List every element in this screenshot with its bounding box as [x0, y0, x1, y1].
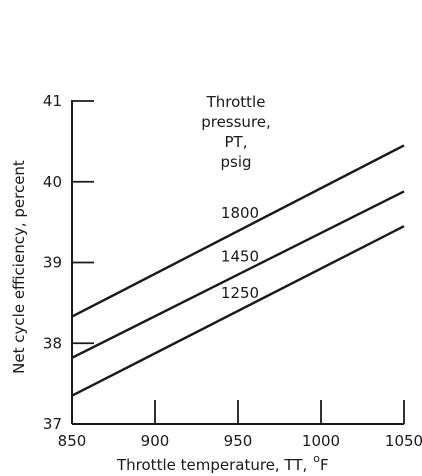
x-tick-label-1000: 1000	[302, 432, 340, 450]
y-tick-label-41: 41	[43, 92, 62, 110]
series-line-1800	[71, 144, 405, 318]
x-tick-label-850: 850	[58, 432, 87, 450]
series-layer	[71, 144, 405, 397]
legend-title-line-3: PT,	[225, 133, 248, 151]
x-axis-title-unit: F	[320, 456, 329, 474]
x-axis-title: Throttle temperature, TT, oF	[116, 452, 329, 474]
x-tick-label-900: 900	[141, 432, 170, 450]
legend-title: Throttle pressure, PT, psig	[201, 93, 271, 171]
x-axis-title-main: Throttle temperature, TT,	[116, 456, 307, 474]
y-ticks: 37 38 39 40 41	[43, 92, 94, 433]
series-label-1800: 1800	[221, 204, 259, 222]
x-tick-label-950: 950	[224, 432, 253, 450]
y-tick-label-38: 38	[43, 334, 62, 352]
y-tick-label-39: 39	[43, 254, 62, 272]
y-tick-label-40: 40	[43, 173, 62, 191]
series-line-1250	[71, 225, 405, 397]
legend-title-line-2: pressure,	[201, 113, 271, 131]
legend-title-line-4: psig	[220, 153, 251, 171]
x-axis-title-degree: o	[313, 452, 320, 465]
y-axis-title: Net cycle efficiency, percent	[10, 160, 28, 374]
series-label-1250: 1250	[221, 284, 259, 302]
x-tick-label-1050: 1050	[385, 432, 422, 450]
x-ticks: 850 900 950 1000 1050	[58, 400, 422, 450]
series-line-1450	[71, 190, 405, 359]
legend-title-line-1: Throttle	[206, 93, 266, 111]
series-labels: 1800 1450 1250	[221, 204, 259, 302]
y-tick-label-37: 37	[43, 415, 62, 433]
series-label-1450: 1450	[221, 248, 259, 266]
